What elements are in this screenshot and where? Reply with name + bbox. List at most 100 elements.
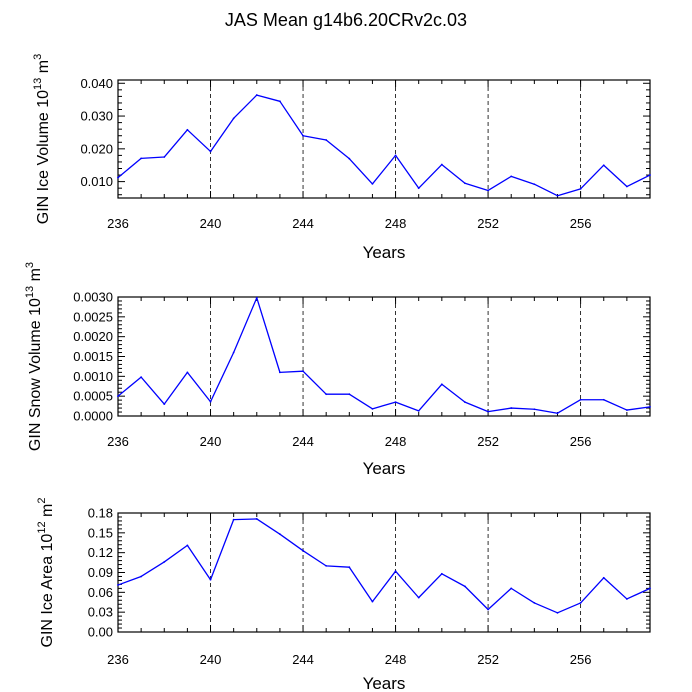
- x-tick-label: 244: [292, 434, 314, 449]
- y-tick-label: 0.0015: [73, 349, 113, 364]
- data-point: [232, 518, 235, 521]
- data-point: [371, 407, 374, 410]
- data-point: [487, 410, 489, 413]
- data-point: [440, 572, 443, 575]
- plot-frame: [117, 512, 651, 633]
- data-point: [163, 156, 166, 158]
- y-axis-label-exp: 13: [32, 78, 44, 90]
- y-tick-label: 0.18: [88, 506, 113, 521]
- x-axis-label: Years: [363, 243, 406, 262]
- y-axis-label-base: GIN Snow Volume 10: [27, 298, 44, 451]
- y-tick-label: 0.0030: [73, 290, 113, 305]
- x-tick-label: 252: [477, 434, 499, 449]
- data-point: [649, 405, 651, 408]
- data-point: [186, 371, 189, 374]
- x-tick-label: 252: [477, 216, 499, 231]
- y-tick-label: 0.15: [88, 525, 113, 540]
- data-point: [302, 549, 304, 552]
- data-point: [186, 128, 189, 131]
- data-point: [602, 576, 605, 579]
- data-point: [579, 187, 582, 190]
- x-tick-label: 248: [385, 216, 407, 231]
- data-point: [302, 134, 304, 137]
- data-point: [348, 566, 351, 569]
- x-tick-label: 244: [292, 652, 314, 667]
- data-point: [279, 371, 281, 374]
- data-point: [464, 401, 466, 404]
- y-tick-label: 0.0000: [73, 409, 113, 424]
- plot-frame: [117, 79, 651, 199]
- y-tick-label: 0.12: [88, 545, 113, 560]
- data-point: [625, 598, 628, 600]
- data-point: [232, 351, 235, 354]
- data-point: [117, 584, 119, 586]
- x-tick-label: 236: [107, 216, 129, 231]
- x-tick-label: 256: [570, 434, 592, 449]
- x-axis-label: Years: [363, 459, 406, 478]
- y-axis-label: GIN Ice Volume 1013 m3: [32, 54, 52, 224]
- data-point: [348, 393, 351, 396]
- data-point: [533, 602, 536, 604]
- y-axis-label-exp: 12: [36, 521, 48, 533]
- y-tick-label: 0.040: [80, 76, 113, 91]
- data-point: [232, 117, 235, 120]
- data-point: [440, 383, 443, 386]
- series-line: [117, 297, 651, 414]
- data-point: [625, 185, 628, 188]
- x-tick-label: 248: [385, 652, 407, 667]
- data-point: [510, 407, 513, 409]
- data-point: [255, 94, 258, 96]
- data-point: [394, 570, 397, 573]
- chart-panel-1: 236 240 244 248 252 256 0.010 0.020 0.030 0.040 Ye…: [32, 54, 651, 262]
- data-point: [209, 150, 212, 153]
- figure-title: JAS Mean g14b6.20CRv2c.03: [225, 10, 467, 30]
- x-tick-label: 252: [477, 652, 499, 667]
- data-point: [209, 578, 212, 581]
- data-point: [348, 157, 351, 160]
- y-tick-label: 0.020: [80, 141, 113, 156]
- data-point: [533, 408, 536, 411]
- data-point: [579, 398, 582, 401]
- x-tick-label: 240: [200, 216, 222, 231]
- data-point: [371, 183, 374, 185]
- data-point: [163, 403, 166, 405]
- x-tick-label: 240: [200, 434, 222, 449]
- y-axis-label-unit-exp: 3: [24, 262, 36, 268]
- data-point: [140, 575, 143, 578]
- data-point: [649, 587, 651, 590]
- data-point: [417, 596, 420, 599]
- data-point: [579, 602, 582, 604]
- y-tick-label: 0.00: [88, 625, 113, 640]
- y-axis-label: GIN Ice Area 1012 m2: [36, 498, 56, 648]
- x-tick-label: 240: [200, 652, 222, 667]
- data-point: [440, 163, 443, 166]
- data-point: [325, 393, 328, 396]
- chart-panel-3: 236 240 244 248 252 256 0.00 0.03 0.06 0.09 0.12 0.…: [36, 498, 651, 692]
- y-tick-label: 0.06: [88, 585, 113, 600]
- y-axis-label-exp: 13: [24, 286, 36, 298]
- data-point: [602, 398, 605, 401]
- y-tick-label: 0.09: [88, 565, 113, 580]
- data-point: [255, 296, 258, 299]
- data-point: [487, 608, 489, 611]
- data-point: [209, 400, 212, 403]
- data-point: [117, 176, 119, 179]
- data-point: [487, 189, 489, 192]
- data-point: [602, 164, 605, 167]
- data-point: [140, 376, 143, 379]
- chart-panel-2: 236 240 244 248 252 256 0.0000 0.0005 0.0010 0.00…: [24, 262, 651, 478]
- y-axis-label-unit: m: [27, 268, 44, 286]
- data-point: [556, 611, 559, 614]
- y-tick-label: 0.0005: [73, 389, 113, 404]
- x-tick-label: 236: [107, 652, 129, 667]
- data-point: [186, 544, 189, 547]
- series-line: [117, 518, 651, 614]
- y-tick-label: 0.03: [88, 605, 113, 620]
- y-tick-label: 0.0025: [73, 309, 113, 324]
- series-line: [117, 94, 651, 197]
- y-axis-label-unit: m: [39, 504, 56, 522]
- x-tick-label: 256: [570, 216, 592, 231]
- data-point: [510, 587, 513, 590]
- data-point: [556, 194, 559, 197]
